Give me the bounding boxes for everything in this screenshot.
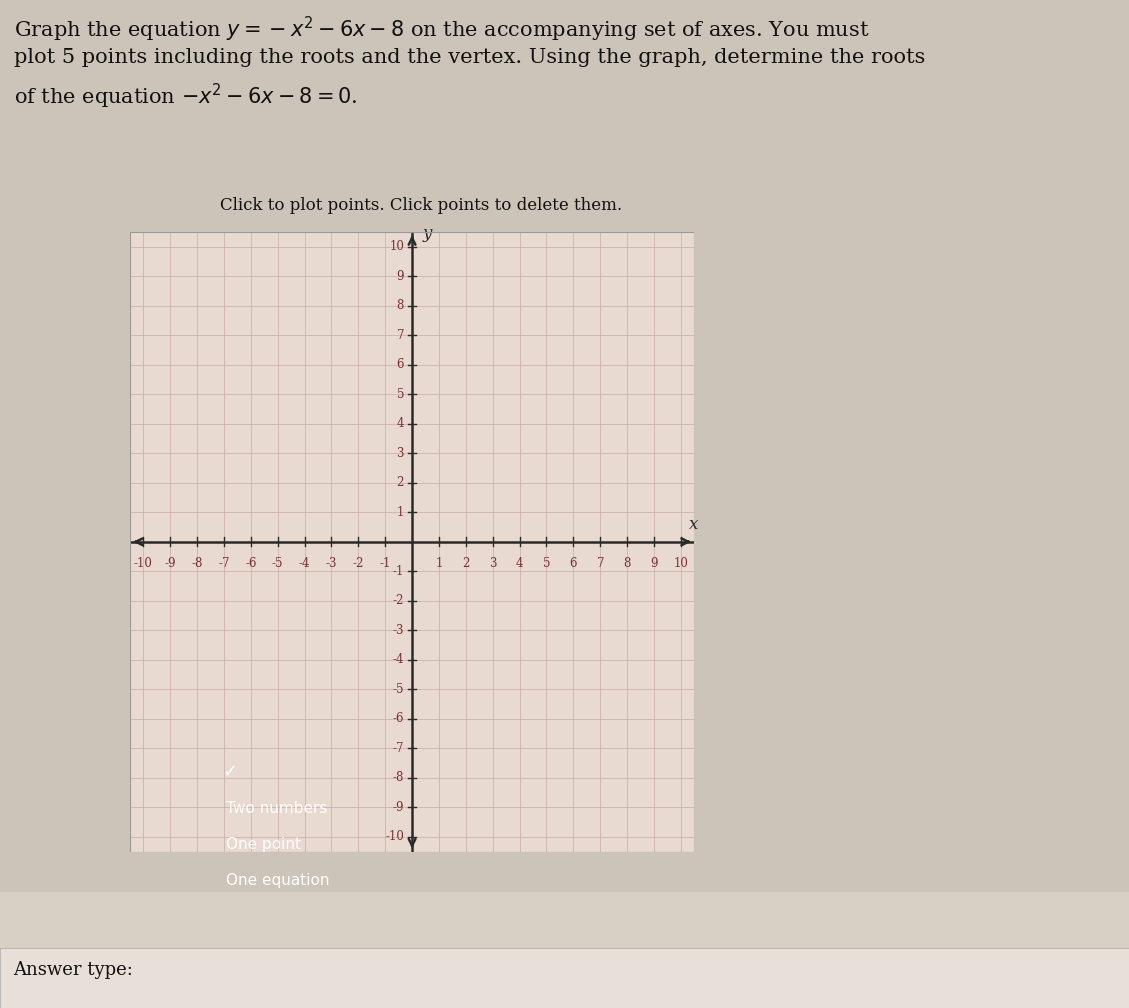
Text: -3: -3 — [393, 624, 404, 637]
Text: 2: 2 — [396, 476, 404, 489]
Text: 7: 7 — [396, 329, 404, 342]
Text: 8: 8 — [623, 556, 631, 570]
Text: -10: -10 — [134, 556, 152, 570]
Text: -5: -5 — [272, 556, 283, 570]
Text: 8: 8 — [396, 299, 404, 312]
Text: -7: -7 — [218, 556, 229, 570]
Text: -4: -4 — [393, 653, 404, 666]
Text: of the equation $-x^2 - 6x - 8 = 0$.: of the equation $-x^2 - 6x - 8 = 0$. — [14, 82, 357, 111]
Text: 9: 9 — [396, 269, 404, 282]
Text: 7: 7 — [596, 556, 604, 570]
Text: Two numbers: Two numbers — [226, 801, 327, 815]
Text: plot 5 points including the roots and the vertex. Using the graph, determine the: plot 5 points including the roots and th… — [14, 48, 925, 68]
Text: -3: -3 — [325, 556, 338, 570]
Text: 3: 3 — [396, 447, 404, 460]
Text: 4: 4 — [396, 417, 404, 430]
Text: -2: -2 — [352, 556, 364, 570]
Text: 6: 6 — [570, 556, 577, 570]
Text: -2: -2 — [393, 595, 404, 608]
Text: -1: -1 — [393, 564, 404, 578]
Text: Graph the equation $y = -x^2 - 6x - 8$ on the accompanying set of axes. You must: Graph the equation $y = -x^2 - 6x - 8$ o… — [14, 15, 869, 44]
Text: -9: -9 — [165, 556, 176, 570]
Text: -6: -6 — [393, 713, 404, 726]
Text: -1: -1 — [379, 556, 391, 570]
Text: ▼: ▼ — [292, 976, 300, 985]
Text: -8: -8 — [191, 556, 203, 570]
Text: 3: 3 — [489, 556, 497, 570]
Text: 1: 1 — [436, 556, 443, 570]
Text: -6: -6 — [245, 556, 256, 570]
Text: 5: 5 — [543, 556, 550, 570]
Text: -9: -9 — [393, 801, 404, 814]
Text: 5: 5 — [396, 388, 404, 401]
Text: 1: 1 — [396, 506, 404, 519]
Text: Click to plot points. Click points to delete them.: Click to plot points. Click points to de… — [220, 197, 622, 214]
Text: -4: -4 — [299, 556, 310, 570]
Text: y: y — [422, 225, 431, 242]
Text: 6: 6 — [396, 358, 404, 371]
Text: One equation: One equation — [226, 874, 330, 888]
Text: 4: 4 — [516, 556, 524, 570]
Text: 10: 10 — [390, 240, 404, 253]
Text: 10: 10 — [674, 556, 689, 570]
Text: -7: -7 — [393, 742, 404, 755]
Text: -8: -8 — [393, 771, 404, 784]
Text: x: x — [689, 515, 699, 532]
Text: 9: 9 — [650, 556, 658, 570]
Text: ▲: ▲ — [292, 961, 300, 970]
Text: ✓: ✓ — [222, 763, 237, 781]
Text: One point: One point — [226, 838, 301, 852]
Text: -5: -5 — [393, 682, 404, 696]
Text: -10: -10 — [385, 831, 404, 844]
Text: Answer type:: Answer type: — [14, 961, 133, 979]
Text: 2: 2 — [462, 556, 470, 570]
